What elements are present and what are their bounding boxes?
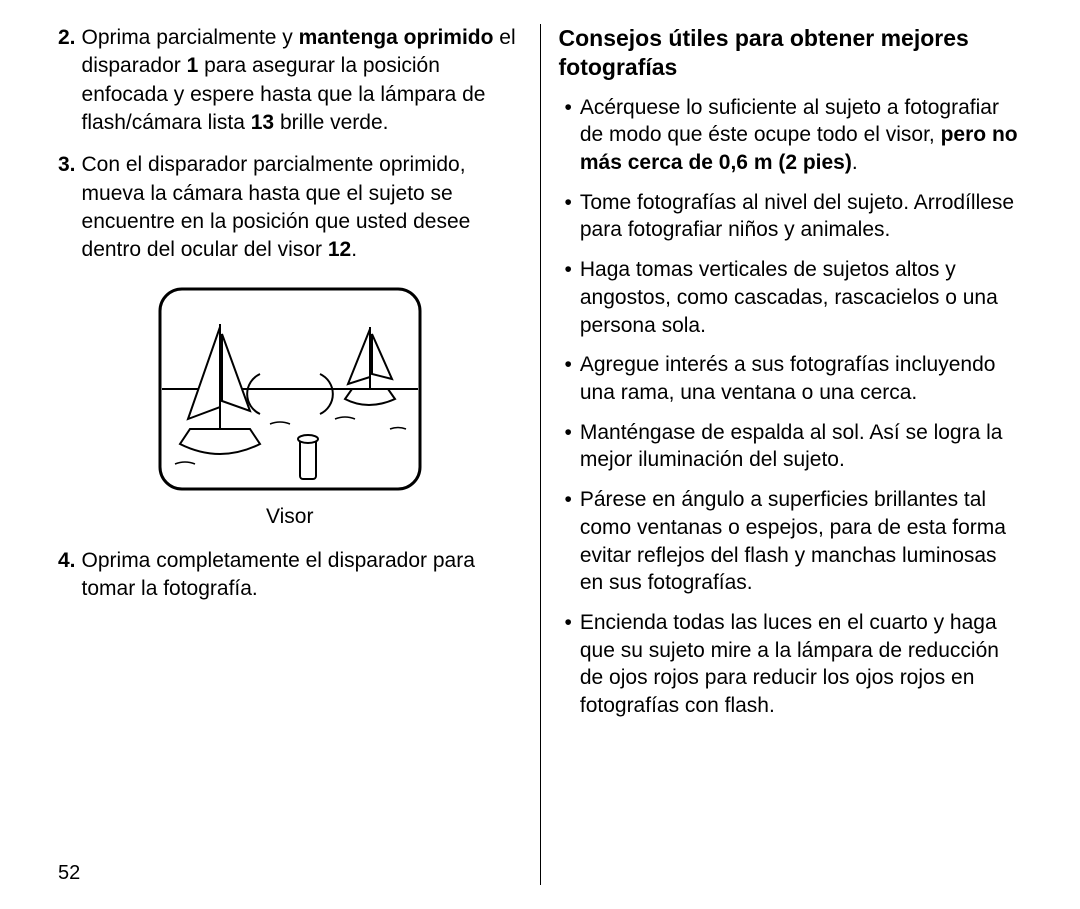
- page-number: 52: [58, 862, 80, 885]
- tip-item: •Tome fotografías al nivel del sujeto. A…: [559, 189, 1023, 244]
- tips-heading: Consejos útiles para obtener mejores fot…: [559, 24, 1023, 82]
- item-number: 4.: [58, 547, 76, 604]
- bullet-icon: •: [565, 256, 572, 339]
- bullet-icon: •: [565, 419, 572, 474]
- bullet-icon: •: [565, 486, 572, 597]
- right-column: Consejos útiles para obtener mejores fot…: [541, 24, 1041, 885]
- item-number: 3.: [58, 151, 76, 264]
- tip-item: •Agregue interés a sus fotografías inclu…: [559, 351, 1023, 406]
- left-column: 2.Oprima parcialmente y mantenga oprimid…: [40, 24, 541, 885]
- instruction-item: 4.Oprima completamente el disparador par…: [58, 547, 522, 604]
- viewfinder-figure: Visor: [58, 279, 522, 529]
- item-number: 2.: [58, 24, 76, 137]
- tip-item: •Manténgase de espalda al sol. Así se lo…: [559, 419, 1023, 474]
- sailboat-illustration: [150, 279, 430, 499]
- bullet-icon: •: [565, 189, 572, 244]
- tip-item: •Párese en ángulo a superficies brillant…: [559, 486, 1023, 597]
- bullet-icon: •: [565, 94, 572, 177]
- instruction-item: 2.Oprima parcialmente y mantenga oprimid…: [58, 24, 522, 137]
- bullet-icon: •: [565, 609, 572, 720]
- instruction-item: 3.Con el disparador parcialmente oprimid…: [58, 151, 522, 264]
- figure-caption: Visor: [58, 505, 522, 529]
- tip-item: •Haga tomas verticales de sujetos altos …: [559, 256, 1023, 339]
- tip-item: •Encienda todas las luces en el cuarto y…: [559, 609, 1023, 720]
- tip-item: •Acérquese lo suficiente al sujeto a fot…: [559, 94, 1023, 177]
- bullet-icon: •: [565, 351, 572, 406]
